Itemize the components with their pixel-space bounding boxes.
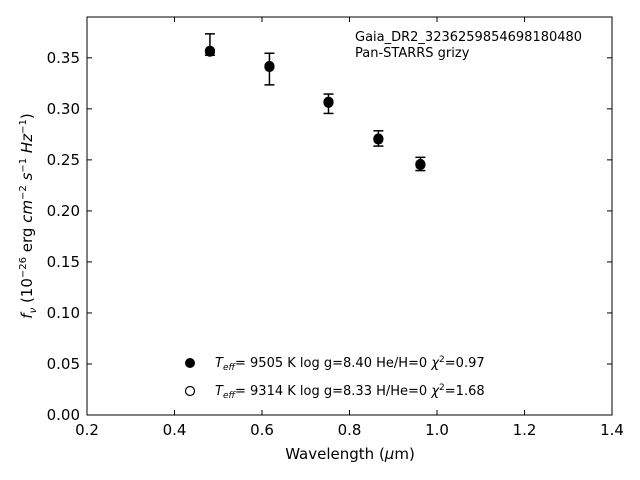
y-axis-title: fν (10−26 erg cm−2 s−1 Hz−1): [18, 113, 39, 318]
y-tick-label: 0.00: [47, 406, 80, 424]
y-tick-label: 0.30: [47, 100, 80, 118]
y-tick-label: 0.35: [47, 49, 80, 67]
legend: Teff= 9505 K log g=8.40 He/H=0 χ2=0.97 T…: [184, 355, 485, 401]
legend-entry-2: Teff= 9314 K log g=8.33 H/He=0 χ2=1.68: [215, 383, 485, 401]
teff-symbol: T: [215, 356, 224, 371]
y-tick-label: 0.05: [47, 355, 80, 373]
x-tick-label: 0.6: [250, 421, 274, 439]
x-tick-label: 1.2: [513, 421, 537, 439]
legend-2-logg: log g=8.33: [300, 384, 372, 399]
annotation-object-id: Gaia_DR2_3236259854698180480: [355, 30, 582, 45]
legend-marker-open: [184, 385, 196, 397]
y-tick-label: 0.10: [47, 304, 80, 322]
annotation-survey: Pan-STARRS grizy: [355, 46, 470, 61]
x-tick-label: 0.4: [163, 421, 187, 439]
axis-ticks: 0.2 0.4 0.6 0.8 1.0 1.2 1.4 0.00 0.05 0.10 0.15 0.2…: [47, 17, 624, 439]
legend-entry-1: Teff= 9505 K log g=8.40 He/H=0 χ2=0.97: [215, 355, 485, 373]
legend-1-chi2: =0.97: [445, 356, 485, 371]
data-points: [204, 45, 426, 171]
legend-2-chi2: =1.68: [445, 384, 485, 399]
x-tick-label: 0.8: [338, 421, 362, 439]
legend-2-comp: H/He=0: [376, 384, 427, 399]
legend-1-comp: He/H=0: [376, 356, 427, 371]
x-axis-title: Wavelength (μm): [285, 445, 415, 463]
legend-marker-filled: [185, 358, 195, 368]
plot-area: [87, 17, 612, 415]
y-tick-label: 0.25: [47, 151, 80, 169]
plot-frame: [86, 16, 613, 416]
y-tick-label: 0.20: [47, 202, 80, 220]
legend-2-teff: 9314 K: [250, 384, 296, 399]
legend-1-teff: 9505 K: [250, 356, 296, 371]
model-point-open: [323, 96, 334, 107]
model-point-open: [264, 60, 275, 72]
x-tick-label: 1.4: [600, 421, 624, 439]
x-tick-label: 1.0: [425, 421, 449, 439]
y-tick-label: 0.15: [47, 253, 80, 271]
model-point-open: [373, 133, 384, 144]
model-point-open: [415, 158, 426, 170]
x-tick-label: 0.2: [75, 421, 99, 439]
model-point-open: [204, 45, 216, 56]
legend-1-logg: log g=8.40: [300, 356, 372, 371]
